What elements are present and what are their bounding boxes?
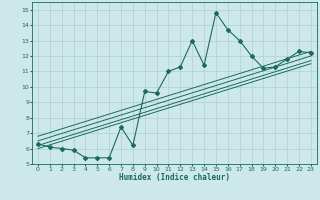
X-axis label: Humidex (Indice chaleur): Humidex (Indice chaleur) xyxy=(119,173,230,182)
